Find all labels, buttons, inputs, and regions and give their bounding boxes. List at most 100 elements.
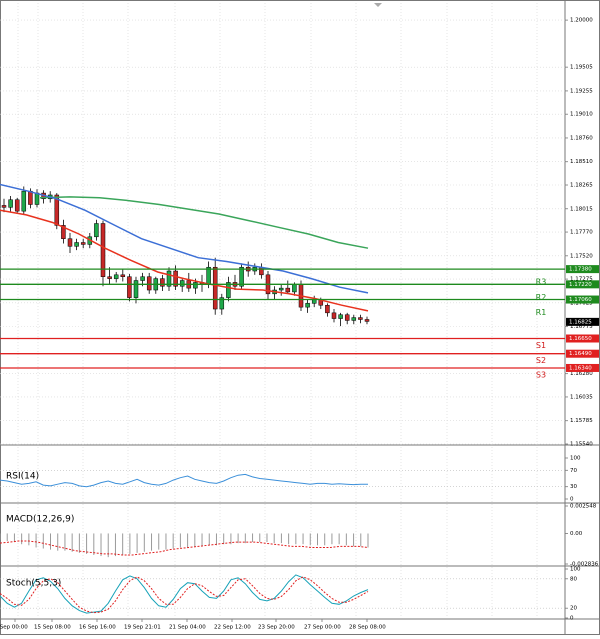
candle (34, 189, 40, 208)
candle (186, 272, 192, 292)
bearish-candle-body (146, 276, 152, 291)
candle (331, 309, 337, 323)
candle (127, 273, 132, 302)
time-tick-label: 22 Sep 12:00 (214, 625, 251, 631)
bearish-candle-body (28, 190, 33, 205)
price-tick-label: 1.18265 (570, 183, 593, 189)
bearish-candle-body (107, 276, 112, 279)
bullish-candle-body (179, 280, 185, 287)
price-tick-label: 1.15540 (570, 442, 593, 448)
candle (351, 314, 357, 325)
candle (153, 276, 159, 294)
price-tick-label: 1.17770 (570, 230, 593, 236)
candle (219, 293, 225, 315)
candle (212, 257, 218, 315)
price-tick-label: 1.18760 (570, 135, 593, 141)
level-price-tag-s3 (566, 363, 599, 372)
candle (100, 220, 106, 287)
rsi-tick-label: 0 (570, 497, 574, 503)
candle (146, 272, 152, 294)
bearish-candle-body (325, 304, 330, 314)
bearish-candle-body (127, 276, 132, 298)
macd-tick-label: -0.002836 (570, 562, 599, 568)
bullish-candle-body (21, 190, 27, 212)
stoch-tick-label: 20 (570, 606, 577, 612)
bearish-candle-body (364, 319, 370, 322)
bearish-candle-body (358, 317, 363, 320)
level-price-label-r1: 1.17060 (569, 297, 592, 303)
time-tick-label: 21 Sep 04:00 (169, 625, 206, 631)
bearish-candle-body (14, 199, 20, 212)
candle (113, 271, 119, 283)
stoch-tick-label: 0 (570, 616, 574, 622)
level-price-label-s2: 1.16490 (569, 351, 592, 357)
candle (285, 280, 291, 294)
bullish-candle-body (219, 297, 225, 310)
candle (107, 267, 112, 285)
time-tick-label: 23 Sep 20:00 (258, 625, 295, 631)
candle (94, 219, 99, 241)
bearish-candle-body (285, 287, 291, 293)
candle (1, 198, 7, 213)
price-tick-label: 1.19505 (570, 65, 593, 71)
bullish-candle-body (278, 287, 284, 291)
bearish-candle-body (67, 238, 73, 247)
stoch-tick-label: 80 (570, 576, 577, 582)
bullish-candle-body (239, 266, 244, 287)
bearish-candle-body (331, 312, 337, 319)
rsi-tick-label: 30 (570, 484, 577, 490)
price-tick-label: 1.19010 (570, 112, 593, 118)
current-price-label: 1.16825 (569, 319, 592, 325)
bearish-candle-body (344, 314, 350, 321)
stoch-tick-label: 100 (570, 567, 581, 573)
time-tick-label: 15 Sep 08:00 (34, 625, 71, 631)
candle (338, 312, 343, 327)
bullish-candle-body (140, 276, 145, 281)
level-price-tag-s1 (566, 334, 599, 343)
level-price-label-r2: 1.17220 (569, 282, 592, 288)
bullish-candle-body (113, 274, 119, 279)
price-tick-label: 1.18510 (570, 159, 593, 165)
ma-slow-line (39, 196, 369, 249)
candle (166, 267, 172, 291)
level-name-s1: S1 (536, 341, 546, 350)
candle (325, 303, 330, 317)
level-price-tag-r3 (566, 265, 599, 274)
bearish-candle-body (160, 278, 165, 287)
bullish-candle-body (8, 199, 13, 208)
bearish-candle-body (212, 266, 218, 310)
bullish-candle-body (292, 284, 297, 293)
rsi-line (0, 473, 368, 488)
bullish-candle-body (305, 303, 310, 308)
current-price-tag (566, 317, 599, 326)
candle (364, 316, 370, 325)
bearish-candle-body (54, 194, 60, 226)
rsi-title: RSI(14) (6, 472, 39, 482)
macd-title: MACD(12,26,9) (6, 515, 74, 525)
time-tick-label: 19 Sep 21:01 (124, 625, 161, 631)
candle (358, 314, 363, 324)
price-tick-label: 1.15785 (570, 418, 593, 424)
price-tick-label: 1.17275 (570, 277, 593, 283)
price-tick-label: 1.16280 (570, 371, 593, 377)
level-name-r3: R3 (536, 278, 547, 287)
bullish-candle-body (133, 280, 139, 298)
candle (67, 233, 73, 253)
candle (265, 271, 271, 300)
stoch-k-line (0, 574, 369, 614)
bullish-candle-body (94, 223, 99, 238)
bullish-candle-body (34, 192, 40, 205)
price-tick-label: 1.19255 (570, 88, 593, 94)
bullish-candle-body (166, 270, 172, 287)
price-tick-label: 1.18015 (570, 206, 593, 212)
candle (21, 186, 27, 214)
candle (232, 274, 238, 291)
bearish-candle-body (61, 225, 66, 239)
level-price-label-s1: 1.16650 (569, 336, 592, 342)
bearish-candle-body (120, 274, 126, 277)
bearish-candle-body (100, 223, 106, 277)
candle (14, 197, 20, 214)
macd-signal-line (0, 540, 369, 556)
price-tick-label: 1.17520 (570, 253, 593, 259)
